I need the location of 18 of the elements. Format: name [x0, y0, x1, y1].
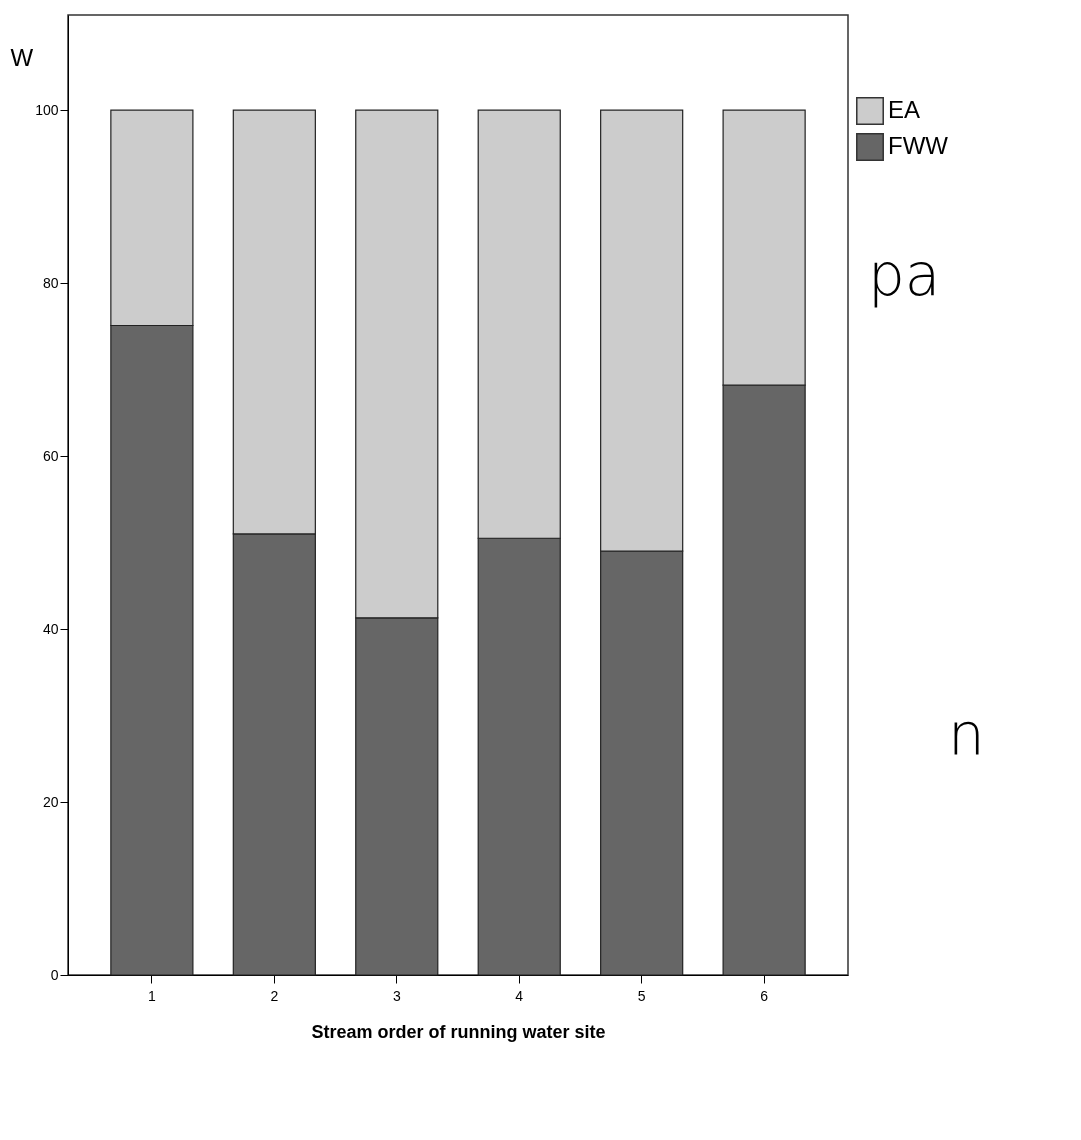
x-tick-label: 2 [270, 987, 279, 1004]
y-tick-label: 0 [50, 966, 59, 983]
y-tick-label: 20 [42, 793, 59, 810]
y-axis-title: W [10, 43, 34, 71]
legend-label: EA [888, 96, 921, 123]
text: pa [868, 241, 941, 309]
x-tick-label: 3 [392, 987, 401, 1004]
x-tick-label: 4 [515, 987, 524, 1004]
y-tick-label: 40 [42, 620, 59, 637]
y-tick-label: 100 [35, 101, 59, 118]
x-axis-title: Stream order of running water site [311, 1021, 606, 1042]
text: n [948, 701, 985, 769]
x-tick-label: 5 [637, 987, 646, 1004]
legend-label: FWW [888, 132, 949, 159]
x-tick-label: 6 [760, 987, 769, 1004]
x-tick-label: 1 [147, 987, 156, 1004]
y-tick-label: 60 [42, 447, 59, 464]
y-tick-label: 80 [42, 274, 59, 291]
